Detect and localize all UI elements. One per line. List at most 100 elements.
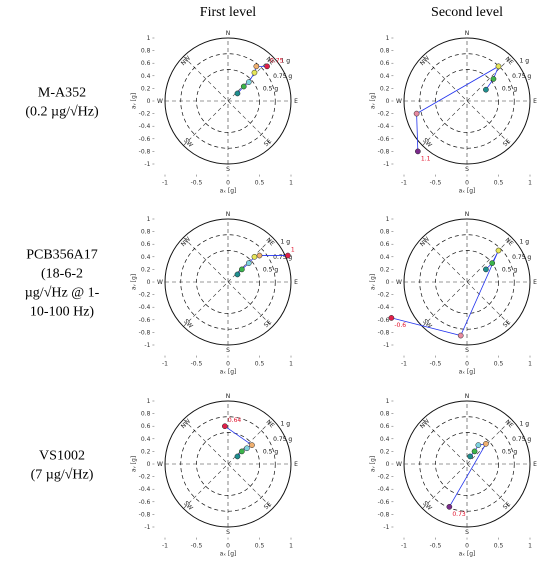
spoke	[422, 56, 512, 146]
y-tick-label: -0.2	[139, 111, 151, 118]
spoke	[183, 56, 273, 146]
direction-label: N	[226, 211, 231, 218]
direction-label: E	[294, 98, 298, 105]
point	[483, 266, 489, 273]
point	[495, 247, 502, 254]
direction-label: W	[157, 98, 163, 105]
row-label: µg/√Hz @ 1-	[25, 286, 100, 301]
y-tick-label: -0.4	[139, 304, 151, 311]
y-tick-label: -0.6	[139, 136, 151, 143]
x-axis-label: aₓ [g]	[459, 188, 476, 195]
x-tick-label: 0.5	[255, 361, 265, 368]
ring-label: 0.75 g	[273, 254, 292, 261]
point	[490, 76, 497, 82]
direction-label: SE	[263, 501, 273, 511]
y-tick-label: -0.6	[378, 317, 390, 324]
x-tick-label: -1	[401, 180, 407, 187]
ring-label: 1 g	[281, 420, 291, 427]
point	[471, 448, 478, 455]
y-tick-label: -0.8	[139, 511, 151, 518]
ring	[419, 234, 515, 330]
point	[413, 110, 420, 117]
y-tick-label: 0.4	[380, 73, 390, 80]
direction-label: E	[533, 98, 537, 105]
ring	[196, 69, 260, 133]
y-tick-label: 0.2	[380, 448, 390, 455]
y-tick-label: 0.8	[380, 229, 390, 236]
point	[483, 86, 489, 93]
point	[256, 252, 263, 259]
y-tick-label: -0.8	[378, 148, 390, 155]
direction-label: W	[396, 279, 402, 286]
point-label: 0.64	[228, 417, 242, 424]
x-tick-label: -0.5	[430, 543, 442, 550]
y-tick-label: 1	[386, 216, 390, 223]
ring-label: 0.5 g	[263, 86, 278, 93]
point-label: -0.6	[394, 322, 406, 329]
direction-label: SE	[502, 138, 512, 148]
point	[234, 453, 241, 460]
direction-label: NE	[504, 419, 515, 430]
direction-label: S	[226, 347, 230, 354]
y-tick-label: -0.2	[139, 474, 151, 481]
y-tick-label: 1	[147, 216, 151, 223]
y-tick-label: 0.4	[141, 254, 151, 261]
y-tick-label: -1	[144, 161, 150, 168]
y-tick-label: -0.8	[378, 329, 390, 336]
y-tick-label: -0.8	[139, 148, 151, 155]
point	[446, 503, 453, 510]
ring-label: 1 g	[520, 420, 530, 427]
spoke	[422, 237, 512, 327]
ring	[419, 53, 515, 149]
ring	[403, 37, 531, 165]
x-tick-label: 0	[465, 180, 469, 187]
trajectory	[224, 425, 253, 457]
direction-label: NE	[504, 237, 515, 248]
point	[264, 63, 270, 70]
y-tick-label: 0	[386, 98, 390, 105]
row-label: VS1002	[39, 449, 85, 464]
ring	[180, 53, 276, 149]
direction-label: S	[465, 529, 469, 536]
point	[251, 69, 258, 76]
row-label: M-A352	[38, 86, 86, 101]
direction-label: S	[465, 347, 469, 354]
point	[244, 445, 250, 452]
row-label: (7 µg/√Hz)	[31, 468, 94, 483]
x-tick-label: 0	[226, 180, 230, 187]
point	[234, 90, 241, 97]
ring	[403, 218, 531, 346]
direction-label: S	[465, 166, 469, 173]
y-tick-label: 0.8	[141, 48, 151, 55]
x-tick-label: 0.5	[494, 361, 504, 368]
point	[245, 79, 252, 85]
x-tick-label: -0.5	[191, 180, 203, 187]
y-tick-label: 0.2	[141, 85, 151, 92]
ring-label: 1 g	[520, 238, 530, 245]
y-tick-label: 0.4	[141, 73, 151, 80]
y-tick-label: 0.4	[380, 436, 390, 443]
point	[239, 448, 245, 455]
trajectory	[391, 250, 499, 337]
point	[245, 260, 252, 266]
x-tick-label: -1	[162, 361, 168, 368]
point	[415, 148, 421, 155]
direction-label: W	[396, 461, 402, 468]
direction-label: NE	[504, 56, 515, 67]
point	[249, 442, 255, 448]
y-tick-label: -0.4	[139, 123, 151, 130]
direction-label: NW	[180, 55, 192, 67]
y-tick-label: -0.4	[378, 123, 390, 130]
x-tick-label: -1	[162, 543, 168, 550]
x-tick-label: 0.5	[255, 543, 265, 550]
spoke	[183, 237, 273, 327]
y-tick-label: -0.6	[378, 499, 390, 506]
point	[475, 442, 482, 448]
ring-label: 0.75 g	[512, 73, 531, 80]
point-label: 0.73	[452, 511, 466, 518]
y-tick-label: -0.6	[378, 136, 390, 143]
y-tick-label: 0	[386, 279, 390, 286]
y-axis-label: aᵧ [g]	[369, 274, 376, 290]
ring-label: 0.5 g	[502, 267, 517, 274]
direction-label: W	[396, 98, 402, 105]
